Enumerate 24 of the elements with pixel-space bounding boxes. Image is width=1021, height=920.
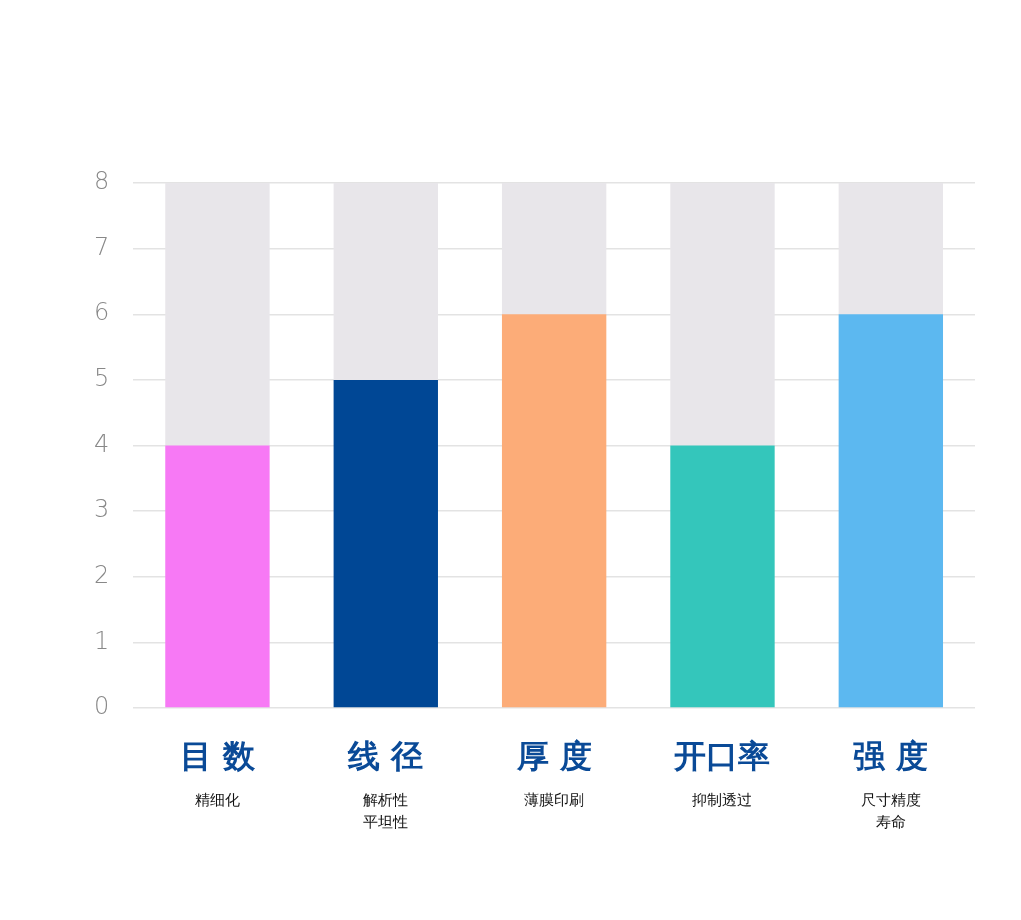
y-tick-label: 8 — [93, 167, 110, 196]
bar — [333, 379, 438, 708]
y-tick-label: 3 — [93, 495, 110, 524]
y-tick-label: 1 — [93, 626, 110, 655]
text: 尺寸精度寿命 — [860, 791, 921, 832]
bar — [670, 445, 775, 708]
text: 精细化 — [194, 791, 240, 810]
y-tick-label: 5 — [93, 364, 110, 393]
x-tick-label: 强 度 — [853, 737, 929, 776]
bar — [165, 445, 270, 708]
text: 抑制透过 — [692, 791, 753, 810]
x-tick-label: 线 径 — [347, 737, 424, 776]
x-tick-label: 厚 度 — [515, 737, 592, 776]
y-tick-label: 0 — [93, 692, 110, 721]
y-tick-label: 6 — [93, 298, 110, 327]
y-tick-label: 4 — [93, 429, 110, 458]
y-tick-label: 2 — [93, 560, 110, 589]
text: 解析性平坦性 — [363, 791, 409, 832]
text: 薄膜印刷 — [524, 791, 585, 810]
x-tick-label: 目 数 — [179, 737, 257, 776]
bar — [838, 314, 944, 708]
x-tick-label: 开口率 — [673, 737, 771, 776]
bar — [501, 314, 607, 708]
y-tick-label: 7 — [93, 232, 110, 261]
